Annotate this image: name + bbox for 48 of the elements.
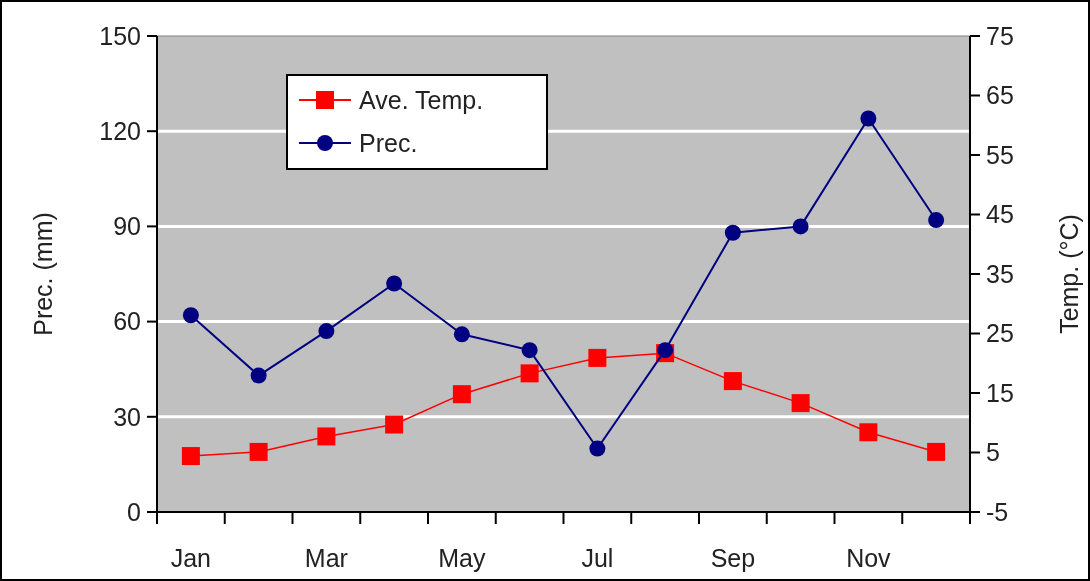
point [928, 212, 945, 229]
y-tick-label: 120 [99, 116, 141, 145]
y2-tick-label: 55 [986, 140, 1014, 169]
point [927, 442, 946, 461]
y2-tick-label: 65 [986, 81, 1014, 110]
point [724, 224, 741, 241]
y2-tick-label: 35 [986, 259, 1014, 288]
y2-tick-label: 15 [986, 378, 1014, 407]
point [520, 364, 539, 383]
x-tick-label: Jul [581, 544, 614, 572]
point [385, 415, 404, 434]
y-tick-label: 30 [113, 402, 141, 431]
y2-tick-label: -5 [986, 497, 1009, 526]
point [521, 342, 538, 359]
x-tick-label: Jan [170, 544, 212, 572]
point [792, 218, 809, 235]
x-tick-label: Nov [846, 544, 892, 572]
point [860, 110, 877, 127]
point [182, 307, 199, 324]
y2-tick-label: 25 [986, 319, 1014, 348]
point [588, 348, 607, 367]
point [318, 323, 335, 340]
y2-tick-label: 75 [986, 21, 1014, 50]
y-tick-label: 60 [113, 307, 141, 336]
point [317, 427, 336, 446]
x-tick-label: Mar [304, 544, 348, 572]
y2-tick-label: 45 [986, 200, 1014, 229]
point [181, 447, 200, 466]
y2-axis-title: Temp. (°C) [1055, 214, 1083, 334]
legend-label: Ave. Temp. [359, 85, 484, 114]
point [723, 372, 742, 391]
y-tick-label: 150 [99, 21, 141, 50]
point [250, 367, 267, 384]
legend-label: Prec. [359, 128, 418, 157]
x-tick-label: May [438, 544, 486, 572]
point [791, 394, 810, 413]
y-tick-label: 0 [127, 497, 141, 526]
point [249, 442, 268, 461]
point [859, 423, 878, 442]
point [589, 440, 606, 457]
x-tick-label: Sep [710, 544, 756, 572]
y2-tick-label: 5 [986, 438, 1000, 467]
y-axis-title: Prec. (mm) [29, 212, 57, 336]
point [657, 342, 674, 359]
point [452, 385, 471, 404]
y-tick-label: 90 [113, 212, 141, 241]
point [453, 326, 470, 343]
point [386, 275, 403, 292]
